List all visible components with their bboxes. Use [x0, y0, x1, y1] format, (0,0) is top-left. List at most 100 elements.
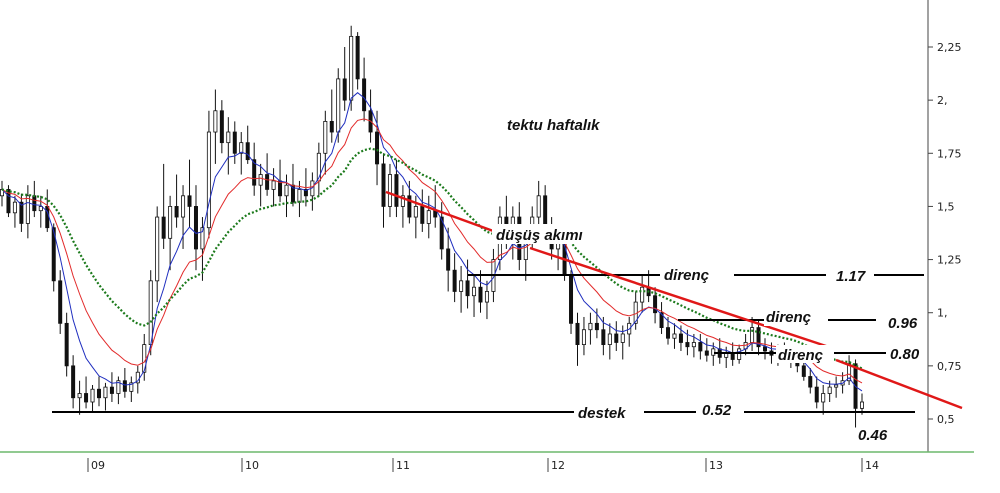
x-tick-label: 09 [91, 459, 105, 472]
y-tick-label: 0,5 [937, 413, 955, 426]
candle-body [614, 333, 619, 343]
support-value: 0.52 [702, 402, 732, 419]
candle-body [103, 386, 108, 399]
resistance-value-3: 0.80 [890, 346, 920, 363]
candle-body [129, 382, 134, 392]
moving-averages [1, 92, 863, 392]
candle-body [193, 206, 198, 250]
candle-body [814, 386, 819, 403]
candle-body [290, 184, 295, 203]
resistance-value-2: 0.96 [888, 315, 918, 332]
candle-body [763, 346, 768, 352]
candle-body [439, 216, 444, 250]
candle-body [601, 329, 606, 346]
candle-body [355, 35, 360, 80]
candle-body [678, 333, 683, 343]
candle-body [239, 142, 244, 154]
candle-body [387, 174, 392, 207]
candle-body [258, 174, 263, 186]
candle-body [581, 329, 586, 346]
annotations: tektu haftalık düşüş akımı direnç 1.17 d… [492, 117, 920, 444]
candle-body [394, 174, 399, 207]
candle-body [801, 365, 806, 377]
candle-body [232, 131, 237, 154]
y-tick-label: 0,75 [937, 360, 962, 373]
candle-body [730, 352, 735, 360]
candle-body [200, 227, 205, 250]
candle-body [827, 386, 832, 394]
candle-body [278, 180, 283, 197]
candle-body [413, 206, 418, 218]
candle-body [187, 195, 192, 207]
candle-body [484, 291, 489, 303]
candle-body [349, 35, 354, 101]
candle-body [452, 269, 457, 292]
candle-body [659, 312, 664, 328]
ma-short-line [1, 92, 863, 392]
support-resistance-lines [52, 190, 963, 413]
candle-body [329, 121, 334, 133]
trend-label: düşüş akımı [496, 227, 583, 244]
candle-body [284, 184, 289, 197]
candle-body [588, 322, 593, 331]
candle-body [252, 159, 257, 186]
candle-body [737, 348, 742, 360]
candle-body [71, 365, 76, 399]
candlesticks [0, 25, 865, 428]
y-tick-label: 1,25 [937, 254, 962, 267]
trend-line-1 [385, 190, 497, 234]
low-value: 0.46 [858, 427, 888, 444]
candle-body [19, 201, 24, 224]
candle-body [45, 206, 50, 229]
y-tick-label: 1,75 [937, 147, 962, 160]
candle-body [536, 195, 541, 218]
candle-body [213, 110, 218, 133]
candle-body [362, 78, 367, 112]
y-axis-ticks: 0,5 0,75 1, 1,25 1,5 1,75 2, 2,25 [928, 41, 962, 426]
y-tick-label: 1, [937, 307, 948, 320]
candle-body [155, 216, 160, 282]
candle-body [38, 206, 43, 212]
candle-body [640, 286, 645, 303]
chart-title: tektu haftalık [507, 117, 600, 134]
candle-body [620, 333, 625, 343]
candle-body [109, 386, 114, 394]
x-tick-label: 14 [865, 459, 879, 472]
candle-body [685, 342, 690, 348]
candle-body [691, 342, 696, 348]
candle-body [569, 274, 574, 324]
candle-body [420, 206, 425, 224]
candle-body [575, 322, 580, 346]
candle-body [148, 280, 153, 346]
candle-body [426, 210, 431, 224]
candle-body [336, 78, 341, 133]
candle-body [756, 327, 761, 348]
candle-body [834, 384, 839, 388]
y-tick-label: 2, [937, 94, 948, 107]
candle-body [704, 350, 709, 356]
candle-body [594, 322, 599, 331]
candle-body [12, 201, 17, 214]
candle-body [297, 189, 302, 203]
candle-body [446, 248, 451, 271]
x-tick-label: 13 [709, 459, 723, 472]
candle-body [672, 333, 677, 339]
candle-body [478, 286, 483, 303]
candle-body [459, 280, 464, 292]
candle-body [265, 174, 270, 190]
resistance-label-1: direnç [664, 267, 710, 284]
candle-body [271, 180, 276, 190]
candle-body [342, 78, 347, 101]
support-label: destek [578, 405, 626, 422]
candle-body [51, 227, 56, 282]
candle-body [666, 327, 671, 339]
candle-body [653, 295, 658, 314]
candle-body [821, 393, 826, 403]
candle-body [607, 333, 612, 346]
candle-body [472, 286, 477, 297]
candle-body [206, 131, 211, 229]
x-tick-label: 11 [396, 459, 410, 472]
resistance-label-3: direnç [778, 347, 824, 364]
candle-body [64, 322, 69, 367]
